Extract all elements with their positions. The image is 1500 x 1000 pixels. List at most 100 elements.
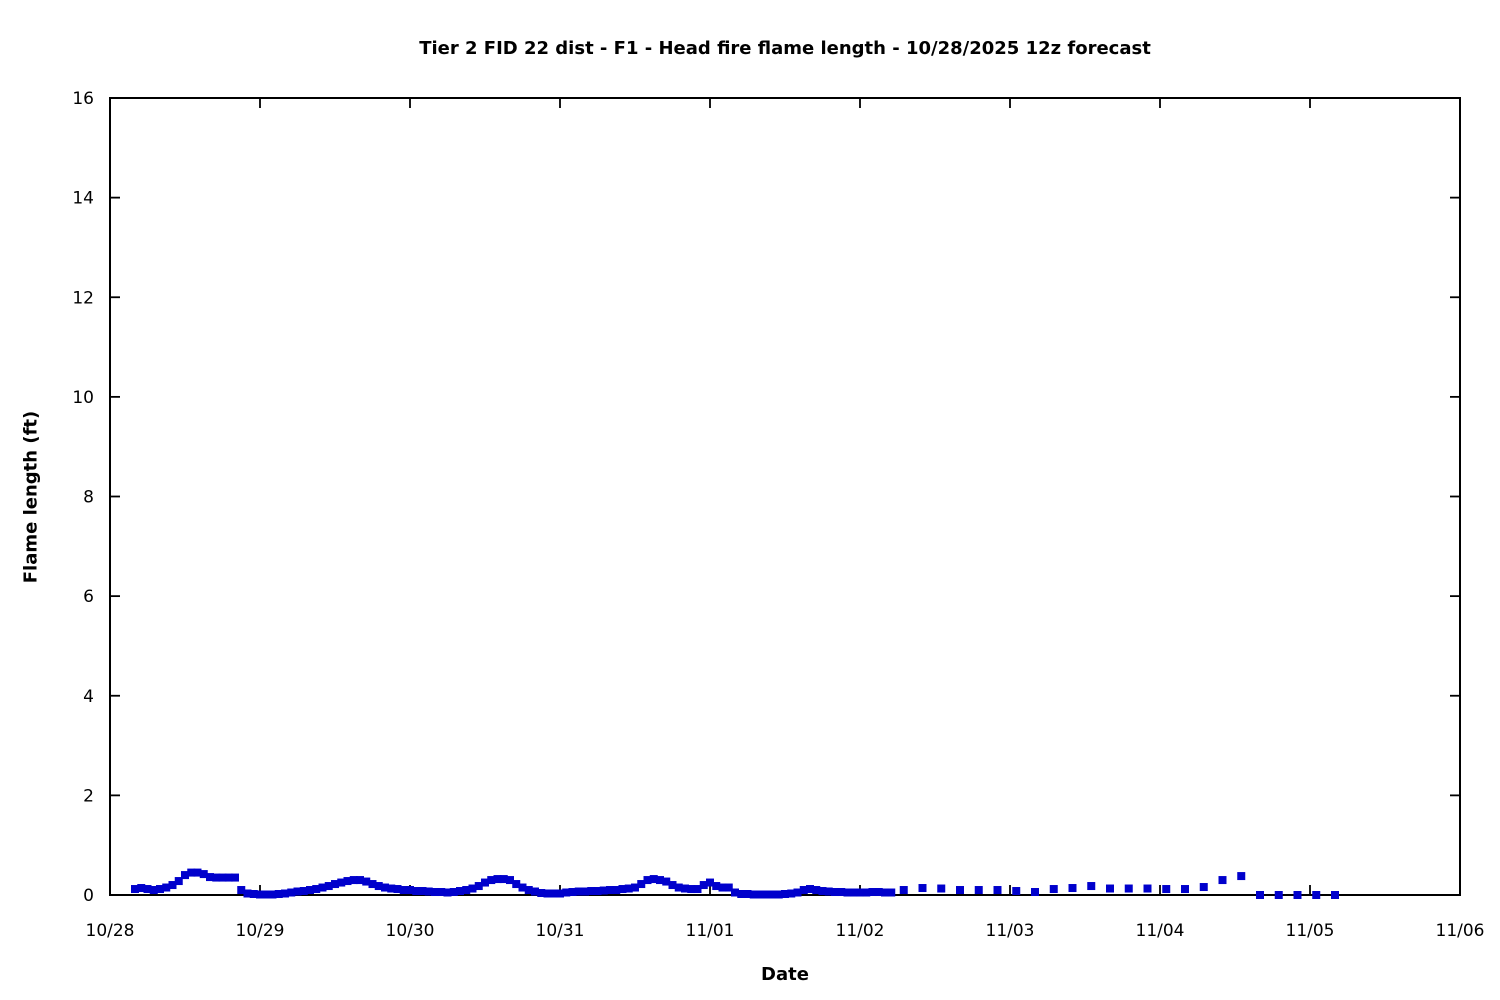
data-point-marker [743,890,752,899]
x-tick-label: 10/28 [86,921,135,941]
data-point-marker [287,888,296,897]
data-point-marker [149,886,158,895]
data-point-marker [712,882,721,891]
y-tick-label: 6 [83,587,94,607]
data-point-marker [1012,887,1021,896]
data-point-marker [412,887,421,896]
data-point-marker [212,873,221,882]
data-point-marker [556,889,564,898]
data-point-marker [699,881,708,890]
data-point-marker [549,889,558,898]
data-point-marker [299,887,308,896]
data-point-marker [993,886,1002,895]
data-point-marker [487,876,496,885]
data-point-marker [393,885,402,894]
data-point-marker [599,886,608,895]
data-point-marker [474,882,483,891]
data-point-marker [887,888,896,897]
data-point-marker [668,881,677,890]
data-point-marker [862,888,871,897]
data-point-marker [843,888,852,897]
data-point-marker [268,890,277,899]
y-tick-label: 8 [83,488,94,508]
data-point-marker [749,890,758,899]
data-point-marker [606,886,614,895]
x-tick-label: 11/03 [986,921,1035,941]
data-point-marker [837,888,846,897]
data-point-marker [674,883,683,892]
data-point-marker [431,888,439,897]
y-tick-label: 10 [72,388,94,408]
data-point-marker [362,877,371,886]
data-point-marker [199,870,208,879]
data-point-marker [662,877,671,886]
data-point-marker [293,887,302,896]
data-point-marker [831,888,839,897]
data-point-marker [406,886,414,895]
data-point-marker [568,888,577,897]
data-point-marker [343,877,352,886]
data-point-marker [381,883,389,892]
data-point-marker [643,876,652,885]
data-point-marker [1218,876,1227,885]
data-point-marker [1031,888,1039,897]
data-point-marker [718,883,727,892]
data-point-marker [1162,885,1171,894]
data-point-marker [562,888,571,897]
x-tick-label: 10/30 [386,921,435,941]
data-point-marker [693,885,702,894]
data-point-marker [587,887,596,896]
data-point-marker [731,888,739,897]
x-tick-label: 11/01 [686,921,735,941]
data-point-marker [306,886,314,895]
data-point-marker [187,868,196,877]
data-point-marker [618,885,627,894]
data-point-marker [849,888,858,897]
data-point-marker [974,886,983,895]
data-point-marker [756,890,764,899]
data-point-marker [612,886,621,895]
data-point-marker [543,889,552,898]
data-point-marker [162,883,171,892]
data-point-marker [687,885,696,894]
data-point-marker [462,886,471,895]
data-point-marker [193,868,202,877]
data-point-marker [449,888,458,897]
data-point-marker [593,887,602,896]
data-point-marker [312,885,321,894]
data-point-marker [506,876,514,885]
data-point-marker [1312,891,1321,899]
data-point-marker [1256,891,1264,899]
data-point-marker [531,887,539,896]
data-point-marker [481,878,489,887]
data-point-marker [1087,882,1096,891]
data-point-marker [518,883,527,892]
data-point-marker [1331,891,1339,899]
data-point-marker [781,890,789,899]
data-point-marker [649,875,658,884]
data-point-marker [1237,872,1246,881]
data-point-marker [1293,891,1302,899]
data-point-marker [856,888,864,897]
y-tick-label: 16 [72,89,94,109]
x-tick-label: 11/05 [1286,921,1335,941]
chart-title: Tier 2 FID 22 dist - F1 - Head fire flam… [419,38,1151,59]
data-point-marker [656,876,664,885]
data-point-marker [281,889,289,898]
data-point-marker [624,884,633,893]
data-point-marker [1049,885,1058,894]
data-point-marker [899,886,908,895]
data-point-marker [493,875,502,884]
x-tick-label: 11/04 [1136,921,1185,941]
x-axis-label: Date [761,964,809,985]
data-point-marker [637,880,646,889]
data-point-marker [356,876,364,885]
y-tick-label: 12 [72,288,94,308]
data-point-marker [418,887,427,896]
data-point-marker [581,887,589,896]
data-point-marker [337,878,346,887]
data-point-marker [262,890,271,899]
data-point-marker [143,885,152,894]
